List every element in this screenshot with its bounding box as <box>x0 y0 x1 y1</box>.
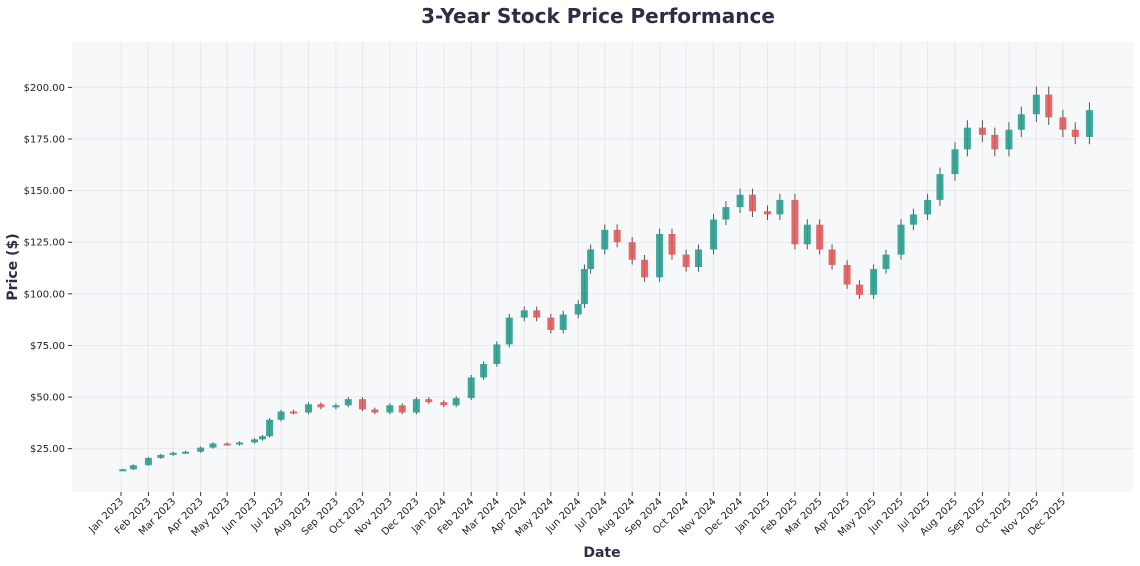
candle-body <box>259 436 267 440</box>
candle-body <box>978 127 986 135</box>
y-tick-label: $25.00 <box>30 444 65 455</box>
candle-body <box>452 398 460 406</box>
candle-body <box>682 254 690 267</box>
candle-body <box>791 199 799 245</box>
candle-body <box>1085 110 1093 137</box>
candle-body <box>816 224 824 250</box>
chart-title: 3-Year Stock Price Performance <box>421 4 775 28</box>
candle-body <box>656 233 664 278</box>
candle-body <box>855 284 863 295</box>
candle-body <box>909 214 917 225</box>
candle-body <box>641 259 649 278</box>
candle-body <box>951 149 959 175</box>
candle-body <box>493 344 501 365</box>
y-tick-label: $200.00 <box>24 83 65 94</box>
candle-body <box>613 229 621 243</box>
candle-body <box>574 304 582 315</box>
candle-body <box>440 402 448 406</box>
candle-body <box>129 465 137 470</box>
grid <box>72 42 1133 492</box>
candle-body <box>1045 94 1053 118</box>
candle-body <box>386 405 394 413</box>
candle-body <box>601 229 609 250</box>
candle-body <box>991 134 999 150</box>
candle-body <box>547 317 555 330</box>
y-axis-ticks: $25.00 $50.00 $75.00 $100.00 $125.00 $150.00 $… <box>24 83 72 455</box>
y-tick-label: $125.00 <box>24 238 65 249</box>
candle-body <box>803 224 811 245</box>
candle-body <box>695 249 703 267</box>
candle-body <box>559 314 567 330</box>
candle-body <box>748 194 756 212</box>
candle-body <box>1071 129 1079 137</box>
candle-body <box>358 399 366 410</box>
candle-body <box>277 411 285 420</box>
candle-body <box>828 249 836 265</box>
candle-body <box>119 469 127 472</box>
candle-body <box>251 439 259 443</box>
candle-body <box>936 174 944 200</box>
candle-body <box>668 233 676 255</box>
candle-body <box>505 317 513 345</box>
candle-body <box>344 399 352 406</box>
candle-body <box>425 399 433 403</box>
candle-body <box>628 242 636 260</box>
y-tick-label: $50.00 <box>30 393 65 404</box>
candle-body <box>1059 117 1067 130</box>
candle-body <box>520 310 528 318</box>
candle-body <box>144 457 152 466</box>
candle-body <box>412 399 420 413</box>
candles <box>119 86 1093 472</box>
x-axis-label: Date <box>583 545 620 561</box>
candle-body <box>924 199 932 215</box>
candle-body <box>332 405 340 408</box>
candle-body <box>587 249 595 270</box>
candle-body <box>736 194 744 208</box>
candle-body <box>533 310 541 318</box>
candle-body <box>317 404 325 408</box>
y-tick-label: $75.00 <box>30 341 65 352</box>
candle-body <box>776 199 784 215</box>
candle-body <box>1005 129 1013 150</box>
y-tick-label: $150.00 <box>24 186 65 197</box>
candle-body <box>182 451 190 454</box>
candle-body <box>843 264 851 285</box>
y-tick-label: $100.00 <box>24 289 65 300</box>
candle-body <box>289 411 297 414</box>
candle-body <box>398 405 406 413</box>
y-tick-label: $175.00 <box>24 135 65 146</box>
candle-body <box>963 127 971 150</box>
candle-body <box>169 452 177 455</box>
candle-body <box>870 269 878 295</box>
candle-body <box>897 224 905 255</box>
candle-body <box>197 447 205 452</box>
candle-body <box>157 454 165 458</box>
candle-body <box>371 409 379 413</box>
candle-body <box>722 207 730 220</box>
candle-body <box>480 364 488 378</box>
plot-background <box>72 42 1133 492</box>
candle-body <box>763 211 771 215</box>
candle-body <box>304 404 312 413</box>
candle-body <box>236 442 244 445</box>
candle-body <box>710 219 718 250</box>
candle-body <box>209 443 217 448</box>
candle-body <box>467 377 475 399</box>
candle-body <box>1017 114 1025 130</box>
candle-body <box>1032 94 1040 115</box>
candle-body <box>580 269 588 305</box>
candle-body <box>223 443 231 446</box>
candle-body <box>266 419 274 437</box>
candle-body <box>882 254 890 270</box>
y-axis-label: Price ($) <box>5 233 21 300</box>
